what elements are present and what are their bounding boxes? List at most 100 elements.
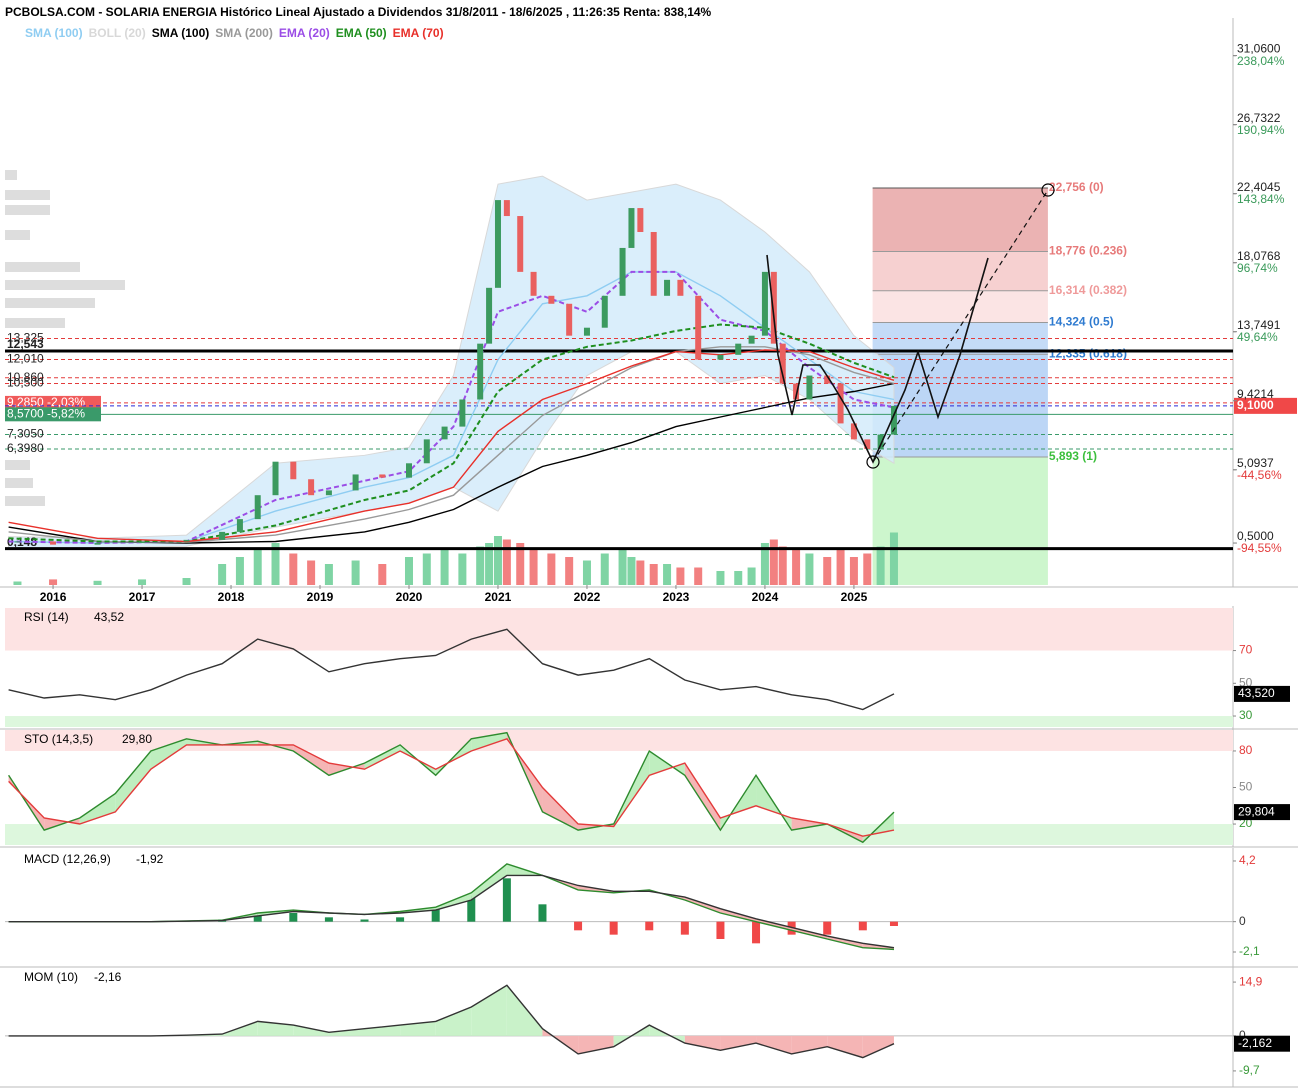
current-box <box>1234 397 1297 414</box>
candle <box>837 383 844 424</box>
y2-tick-label: -94,55% <box>1237 541 1282 555</box>
volume-bar <box>823 557 832 585</box>
fill-area <box>257 1021 294 1036</box>
fill-area <box>684 763 721 831</box>
x-tick-label: 2024 <box>752 590 779 604</box>
y2-tick-label: -44,56% <box>1237 468 1282 482</box>
profile-bar <box>5 298 95 308</box>
volume-bar <box>849 557 858 585</box>
panel-title: RSI (14) <box>24 610 69 624</box>
fill-area <box>684 897 721 913</box>
volume-bar <box>476 546 485 585</box>
candle <box>94 543 101 545</box>
x-tick-label: 2021 <box>485 590 512 604</box>
candle <box>236 519 243 532</box>
candle <box>637 208 644 232</box>
fill-area <box>684 1035 721 1051</box>
histogram-bar <box>645 921 654 931</box>
value-box <box>1234 804 1290 821</box>
value-box-label: 43,520 <box>1238 686 1275 700</box>
fill-area <box>720 1035 757 1051</box>
candle <box>583 327 590 336</box>
fib-label: 14,324 (0.5) <box>1049 315 1114 329</box>
candle <box>890 405 897 435</box>
candle <box>628 208 635 248</box>
volume-bar <box>307 560 316 585</box>
level-label-bg <box>5 395 101 410</box>
panel-title: MOM (10) <box>24 970 78 984</box>
candle <box>486 287 493 344</box>
profile-bar <box>5 190 50 200</box>
histogram-bar <box>752 921 761 944</box>
y-tick-label: 18,0768 <box>1237 249 1281 263</box>
candle <box>441 426 448 440</box>
candle <box>325 490 332 496</box>
fill-area <box>293 1025 329 1036</box>
indicator-line <box>8 984 895 1059</box>
histogram-bar <box>716 921 725 939</box>
level-label: 13,325 <box>7 331 44 345</box>
y-tick-label: 70 <box>1239 643 1253 657</box>
fill-area <box>293 744 329 776</box>
volume-bar <box>734 571 743 585</box>
volume-profile <box>5 170 125 506</box>
fill-area <box>791 1035 828 1054</box>
legend-entry: SMA (100) <box>25 26 83 40</box>
candle <box>494 200 501 288</box>
y-tick-label: 0,5000 <box>1237 529 1274 543</box>
volume-bar <box>618 550 627 585</box>
profile-bar <box>5 262 80 272</box>
header-title: PCBOLSA.COM - SOLARIA ENERGIA Histórico … <box>5 5 712 19</box>
fill-area <box>400 1021 436 1036</box>
panel-value: -1,92 <box>136 852 164 866</box>
candle <box>530 271 537 296</box>
histogram-bar <box>823 921 832 935</box>
legend-entry: BOLL (20) <box>88 26 146 40</box>
profile-bar <box>5 170 17 180</box>
y-tick-label: 30 <box>1239 708 1253 722</box>
fill-area <box>364 744 401 770</box>
candle <box>405 463 412 478</box>
volume-bar <box>889 532 898 585</box>
fill-area <box>257 741 294 751</box>
volume-bar <box>529 550 538 585</box>
legend-entry: EMA (20) <box>278 26 330 40</box>
fill-area <box>150 738 187 770</box>
panel-title: STO (14,3,5) <box>24 732 93 746</box>
overbought-zone <box>5 608 1233 651</box>
histogram-bar <box>889 921 898 926</box>
candle <box>272 461 279 496</box>
profile-bar <box>5 230 30 240</box>
bollinger-band <box>8 175 895 549</box>
profile-bar <box>5 460 30 470</box>
volume-bar <box>218 564 227 585</box>
volume-bar <box>502 539 511 585</box>
y-tick-label: 0 <box>1239 1028 1246 1042</box>
volume-bar <box>422 553 431 585</box>
level-label: 12,010 <box>7 352 44 366</box>
histogram-bar <box>324 917 333 922</box>
fill-area <box>791 817 828 831</box>
current-label: 9,1000 <box>1237 398 1274 412</box>
legend: SMA (100) BOLL (20) SMA (100) SMA (200) EMA … <box>25 26 450 40</box>
x-tick-label: 2016 <box>40 590 67 604</box>
fill-area <box>435 1007 472 1036</box>
value-box <box>1234 1035 1290 1052</box>
candle <box>50 541 57 545</box>
volume-bar <box>769 539 778 585</box>
candle <box>517 216 524 272</box>
candle <box>139 541 146 544</box>
y-tick-label: 80 <box>1239 743 1253 757</box>
indicator-line <box>8 731 895 844</box>
histogram-bar <box>858 921 867 931</box>
volume-bar <box>805 553 814 585</box>
histogram-bar <box>467 895 476 922</box>
volume-bar <box>182 578 191 585</box>
candle <box>806 375 813 400</box>
candle <box>695 295 702 360</box>
anchor-circle <box>866 455 880 469</box>
volume-bar <box>792 550 801 585</box>
volume-bar <box>760 543 769 585</box>
candle <box>290 461 297 480</box>
